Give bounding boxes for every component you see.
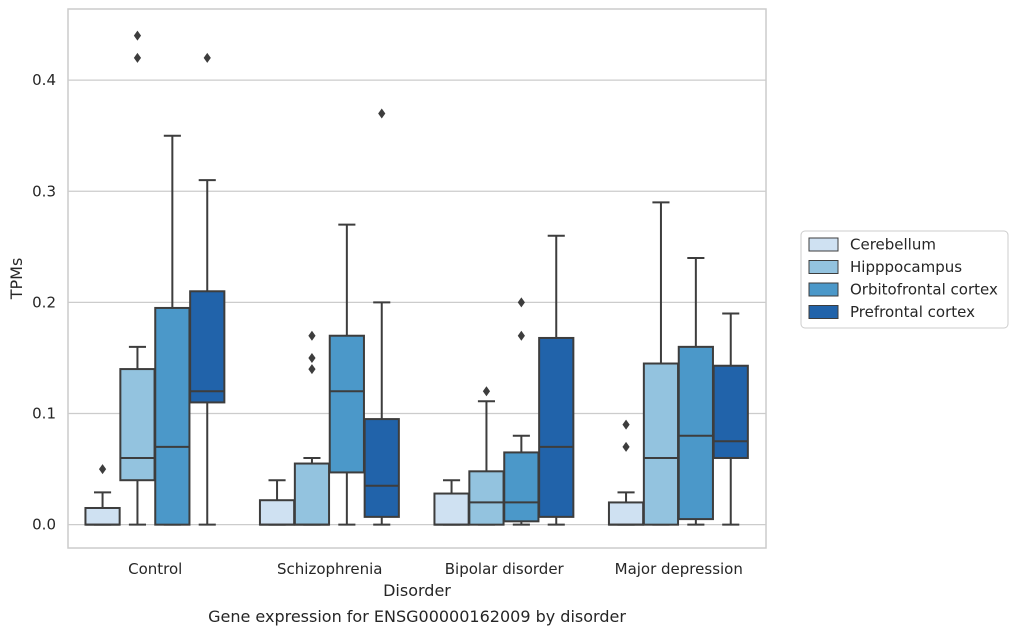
legend-label: Prefrontal cortex: [850, 303, 975, 321]
outlier-point: [622, 441, 630, 452]
y-axis-ticks: 0.0 0.1 0.2 0.3 0.4: [32, 71, 56, 534]
y-axis-title: TPMs: [7, 258, 26, 301]
box-body: [642, 362, 680, 526]
x-tick-label: Major depression: [615, 560, 743, 578]
box-body: [258, 499, 296, 526]
box-cerebellum-major-depression: [607, 419, 645, 526]
box-cerebellum-bipolar-disorder: [433, 479, 470, 526]
x-tick-label: Schizophrenia: [277, 560, 382, 578]
box-hipppocampus-schizophrenia: [293, 330, 331, 526]
box-body: [84, 506, 121, 526]
outlier-point: [98, 464, 107, 475]
legend-swatch: [808, 237, 839, 252]
outlier-point: [308, 330, 316, 341]
box-orbitofrontal-cortex-control: [154, 134, 191, 526]
box-hipppocampus-major-depression: [642, 201, 680, 526]
box-body: [503, 451, 540, 523]
outlier-point: [133, 52, 142, 63]
legend-frame: [800, 230, 1009, 329]
y-tick-label: 0.4: [32, 71, 56, 89]
legend-label: Cerebellum: [850, 236, 936, 254]
outlier-point: [378, 108, 386, 119]
y-tick-label: 0.3: [32, 182, 56, 200]
box-body: [677, 345, 714, 521]
box-body: [119, 368, 156, 482]
box-body: [538, 336, 575, 518]
y-tick-label: 0.0: [32, 516, 56, 534]
box-prefrontal-cortex-bipolar-disorder: [538, 234, 575, 526]
box-hipppocampus-control: [119, 30, 156, 526]
legend-label: Hipppocampus: [850, 258, 962, 276]
x-axis-title: Disorder: [383, 581, 451, 600]
box-body: [363, 418, 400, 518]
y-tick-label: 0.2: [32, 293, 56, 311]
legend-swatch: [808, 305, 839, 319]
outlier-point: [203, 52, 211, 63]
legend: Cerebellum Hipppocampus Orbitofrontal cort…: [800, 230, 1009, 329]
box-body: [712, 364, 749, 459]
box-body: [154, 306, 191, 526]
boxes: [84, 30, 749, 526]
x-tick-label: Control: [128, 560, 182, 578]
box-orbitofrontal-cortex-schizophrenia: [328, 223, 365, 526]
legend-swatch: [808, 260, 839, 274]
outlier-point: [517, 297, 525, 308]
x-tick-label: Bipolar disorder: [445, 560, 565, 578]
box-cerebellum-schizophrenia: [258, 479, 296, 526]
outlier-point: [308, 364, 316, 375]
box-body: [189, 290, 226, 404]
box-body: [328, 334, 365, 474]
x-axis-ticks: Control Schizophrenia Bipolar disorder Majo…: [128, 560, 743, 578]
outlier-point: [517, 330, 525, 341]
legend-swatch: [808, 282, 839, 297]
outlier-point: [308, 352, 316, 363]
plot-frame: [67, 8, 767, 549]
box-orbitofrontal-cortex-bipolar-disorder: [503, 297, 540, 526]
outlier-point: [482, 386, 491, 397]
box-prefrontal-cortex-schizophrenia: [363, 108, 400, 526]
outlier-point: [622, 419, 630, 430]
box-body: [433, 492, 470, 526]
box-body: [607, 501, 645, 526]
box-body: [468, 470, 505, 526]
box-body: [293, 462, 331, 526]
box-prefrontal-cortex-control: [189, 52, 226, 526]
box-hipppocampus-bipolar-disorder: [468, 386, 505, 526]
box-prefrontal-cortex-major-depression: [712, 312, 749, 526]
figure-caption: Gene expression for ENSG00000162009 by d…: [208, 607, 626, 626]
legend-label: Orbitofrontal cortex: [850, 281, 998, 299]
outlier-point: [133, 30, 142, 41]
box-orbitofrontal-cortex-major-depression: [677, 256, 714, 526]
y-tick-label: 0.1: [32, 405, 56, 423]
box-cerebellum-control: [84, 464, 121, 526]
